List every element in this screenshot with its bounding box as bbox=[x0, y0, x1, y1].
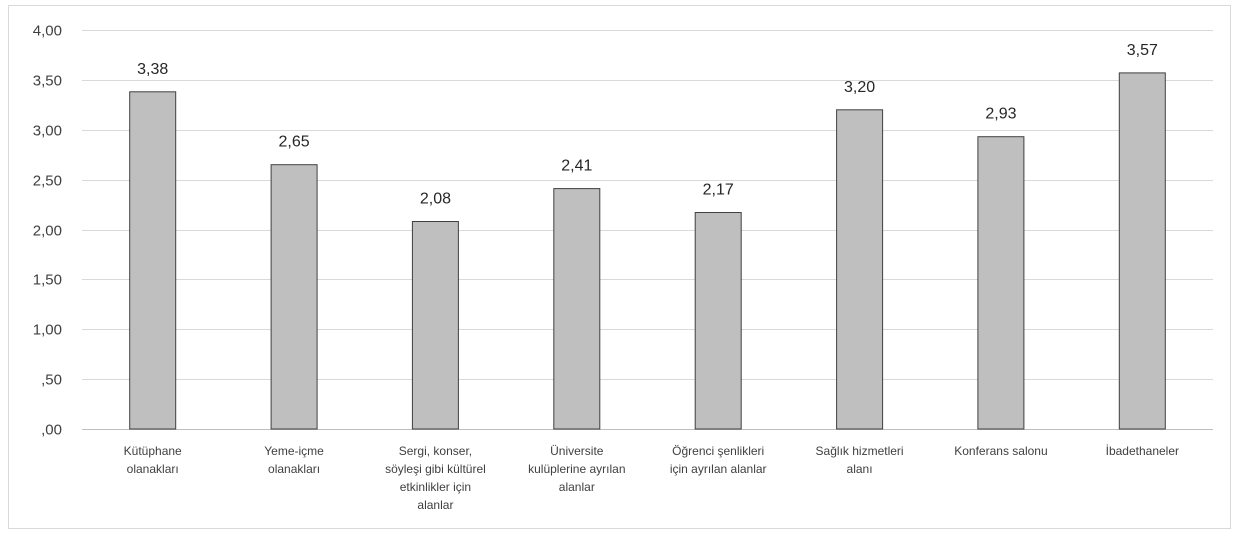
y-tick-label: 2,50 bbox=[33, 173, 62, 190]
data-label: 3,20 bbox=[844, 79, 875, 96]
x-tick-label: Yeme-içme olanakları bbox=[264, 444, 324, 476]
x-tick-label-line: için ayrılan alanlar bbox=[670, 462, 767, 476]
x-tick-label-line: kulüplerine ayrılan bbox=[528, 462, 625, 476]
x-tick-label: İbadethaneler bbox=[1106, 444, 1179, 458]
y-tick-label: 2,00 bbox=[33, 223, 62, 240]
x-tick-label: Üniversite kulüplerine ayrılan alanlar bbox=[528, 444, 625, 494]
bar bbox=[694, 212, 742, 430]
value-labels: 3,38 2,65 2,08 2,41 2,17 3,20 2,93 3,57 bbox=[137, 42, 1158, 208]
x-tick-label-line: İbadethaneler bbox=[1106, 444, 1179, 458]
x-tick-label-line: Konferans salonu bbox=[954, 444, 1047, 458]
data-label: 2,93 bbox=[985, 106, 1016, 123]
x-tick-label-line: etkinlikler için bbox=[400, 480, 471, 494]
y-tick-label: 3,50 bbox=[33, 73, 62, 90]
bar bbox=[553, 188, 601, 430]
chart-frame bbox=[8, 5, 1231, 529]
x-tick-label-line: Üniversite bbox=[550, 444, 604, 458]
x-tick-label-line: Sağlık hizmetleri bbox=[816, 444, 904, 458]
data-label: 3,38 bbox=[137, 61, 168, 78]
x-axis-labels: Kütüphane olanakları Yeme-içme olanakları Se… bbox=[124, 444, 1179, 512]
gridlines bbox=[82, 30, 1213, 430]
data-label: 2,08 bbox=[420, 191, 451, 208]
x-tick-label: Öğrenci şenlikleri için ayrılan alanlar bbox=[670, 444, 767, 476]
data-label: 2,17 bbox=[703, 182, 734, 199]
bar bbox=[411, 221, 459, 430]
x-tick-label-line: Öğrenci şenlikleri bbox=[672, 444, 764, 458]
x-tick-label-line: söyleşi gibi kültürel bbox=[385, 462, 486, 476]
y-tick-label: ,50 bbox=[41, 372, 62, 389]
x-tick-label: Sergi, konser, söyleşi gibi kültürel etkin… bbox=[385, 444, 486, 512]
y-tick-label: ,00 bbox=[41, 422, 62, 439]
data-label: 3,57 bbox=[1127, 42, 1158, 59]
x-tick-label-line: olanakları bbox=[268, 462, 320, 476]
data-label: 2,41 bbox=[561, 158, 592, 175]
x-tick-label-line: Sergi, konser, bbox=[399, 444, 472, 458]
y-tick-label: 3,00 bbox=[33, 123, 62, 140]
y-tick-label: 1,00 bbox=[33, 322, 62, 339]
x-tick-label-line: alanlar bbox=[417, 498, 453, 512]
bar bbox=[977, 136, 1025, 430]
data-label: 2,65 bbox=[278, 134, 309, 151]
y-tick-label: 4,00 bbox=[33, 23, 62, 40]
x-tick-label: Konferans salonu bbox=[954, 444, 1047, 458]
bar bbox=[1118, 72, 1166, 430]
x-tick-label-line: Kütüphane bbox=[124, 444, 182, 458]
x-tick-label-line: alanlar bbox=[559, 480, 595, 494]
x-tick-label: Kütüphane olanakları bbox=[124, 444, 182, 476]
bars bbox=[129, 72, 1166, 430]
x-tick-label-line: alanı bbox=[847, 462, 873, 476]
x-tick-label-line: Yeme-içme bbox=[264, 444, 324, 458]
y-tick-label: 1,50 bbox=[33, 272, 62, 289]
x-tick-label-line: olanakları bbox=[127, 462, 179, 476]
y-axis-ticks: ,00 ,50 1,00 1,50 2,00 2,50 3,00 3,50 4,00 bbox=[33, 23, 62, 439]
bar bbox=[836, 109, 884, 430]
bar bbox=[270, 164, 318, 430]
bar bbox=[129, 91, 177, 430]
x-tick-label: Sağlık hizmetleri alanı bbox=[816, 444, 904, 476]
